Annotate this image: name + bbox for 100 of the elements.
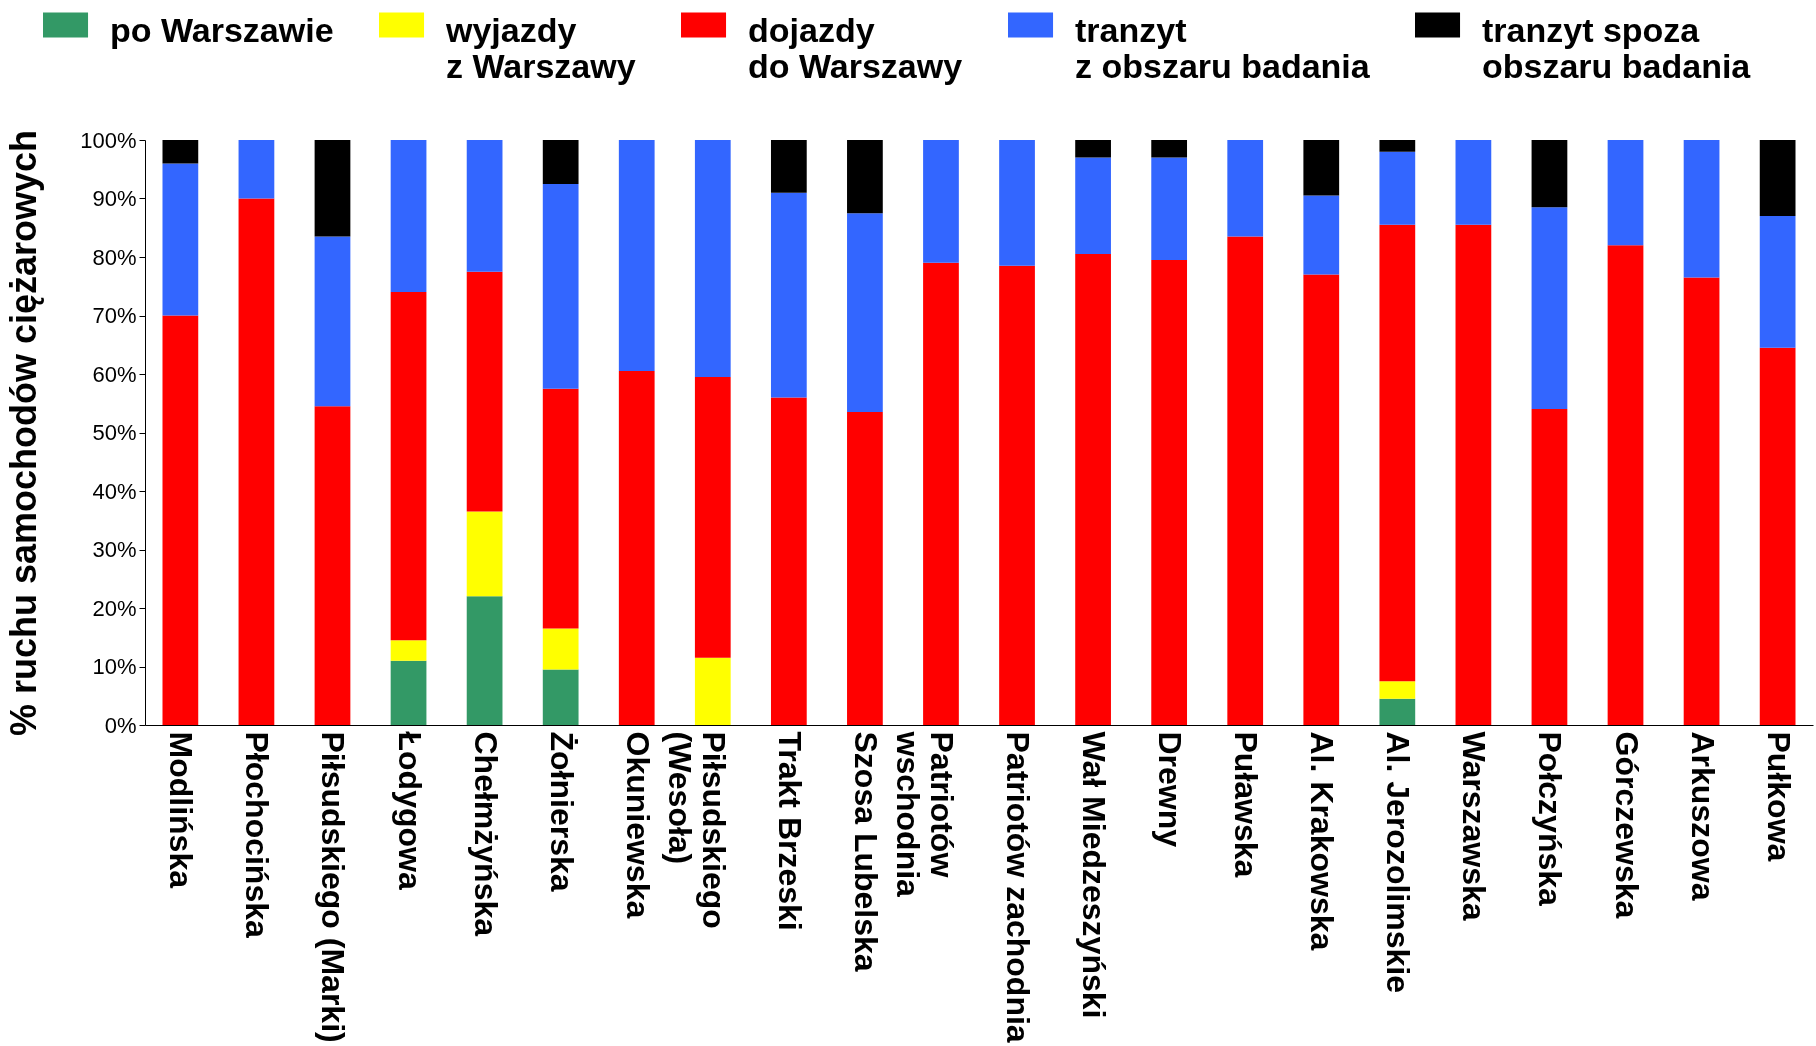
y-tick-label: 70% <box>92 303 137 328</box>
x-tick-label: Górczewska <box>1608 731 1645 919</box>
bar <box>1303 274 1340 725</box>
x-tick-label: Połczyńska <box>1532 731 1569 907</box>
bar <box>694 376 731 658</box>
x-tick-label: Piłsudskiego (Marki) <box>315 731 352 1043</box>
bar <box>770 192 807 398</box>
bar <box>162 140 199 164</box>
bar <box>390 660 427 725</box>
bar <box>542 669 579 725</box>
x-tick-label: Arkuszowa <box>1684 731 1721 901</box>
x-tick-label: Modlińska <box>163 731 200 889</box>
bar <box>542 628 579 670</box>
bar <box>1607 245 1644 725</box>
bar <box>238 198 275 725</box>
x-tick-label: Al. Jerozolimskie <box>1380 731 1417 993</box>
x-tick-label: Piłsudskiego (Wesoła) <box>661 731 732 929</box>
legend-label: tranzyt spoza obszaru badania <box>1482 11 1752 85</box>
x-tick-label: Trakt Brzeski <box>771 731 808 931</box>
bar <box>1151 140 1188 158</box>
bar <box>1379 151 1416 225</box>
bar <box>314 236 351 407</box>
bar <box>1075 157 1111 255</box>
y-tick-label: 40% <box>92 478 137 504</box>
bar <box>923 262 959 725</box>
bar <box>923 140 959 263</box>
bar <box>1683 140 1720 278</box>
legend-label: wyjazdy z Warszawy <box>445 11 636 85</box>
y-tick-label: 60% <box>92 361 137 387</box>
bar <box>466 596 503 725</box>
bar <box>1227 140 1264 237</box>
bar <box>162 163 199 316</box>
bar <box>1607 140 1644 246</box>
bar <box>1151 259 1188 725</box>
bar <box>1075 140 1111 158</box>
x-tick-label: Patriotów zachodnia <box>1000 731 1037 1043</box>
bar <box>999 265 1035 725</box>
bar <box>1531 207 1568 410</box>
y-tick-label: 30% <box>92 537 137 562</box>
bar <box>314 406 351 725</box>
bar <box>390 292 427 641</box>
bar <box>162 315 199 725</box>
bar <box>1075 254 1111 725</box>
y-axis-title: % ruchu samochodów ciężarowych <box>3 129 45 737</box>
x-tick-label: Chełmżyńska <box>467 731 504 937</box>
y-tick-label: 80% <box>92 244 137 270</box>
bar <box>1759 216 1796 348</box>
x-tick-label: Warszawska <box>1456 731 1493 921</box>
bar <box>694 657 731 725</box>
bar <box>770 140 807 193</box>
x-tick-label: Okuniewska <box>619 731 656 919</box>
y-tick-label: 90% <box>92 186 137 211</box>
y-tick-label: 20% <box>92 595 137 621</box>
bar <box>1379 681 1416 699</box>
bar <box>390 140 427 293</box>
bar <box>1683 277 1720 725</box>
legend-label: dojazdy do Warszawy <box>748 11 963 85</box>
x-tick-label: Płochocińska <box>239 731 276 938</box>
bar <box>694 140 731 377</box>
bar <box>390 640 427 661</box>
y-tick-label: 0% <box>104 712 137 738</box>
y-tick-label: 50% <box>92 420 137 445</box>
bar <box>1455 140 1492 225</box>
x-tick-label: Wał Miedzeszyński <box>1076 731 1113 1019</box>
y-tick-label: 10% <box>92 654 137 679</box>
bar <box>466 511 503 597</box>
bar <box>314 140 351 237</box>
x-tick-label: Pułkowa <box>1760 731 1797 862</box>
bar <box>238 140 275 199</box>
bar <box>1303 140 1340 196</box>
bar <box>1531 409 1568 725</box>
bar <box>618 140 655 372</box>
bar <box>1759 347 1796 725</box>
bar <box>847 412 883 725</box>
bar <box>847 213 883 413</box>
legend-label: tranzyt z obszaru badania <box>1075 11 1371 85</box>
y-tick-label: 100% <box>80 127 137 153</box>
x-tick-label: Al. Krakowska <box>1304 731 1341 951</box>
x-tick-label: Patriotów wschodnia <box>889 730 960 898</box>
bar <box>770 397 807 725</box>
bar <box>999 140 1035 266</box>
bar <box>1531 140 1568 208</box>
bar <box>1379 140 1416 152</box>
bar <box>542 388 579 629</box>
bar <box>1759 140 1796 217</box>
bar <box>1227 236 1264 725</box>
bar <box>618 371 655 725</box>
bar <box>1151 157 1188 260</box>
x-tick-label: Szosa Lubelska <box>847 731 884 972</box>
bar <box>542 183 579 389</box>
legend-label: po Warszawie <box>110 11 334 49</box>
x-tick-label: Puławska <box>1228 731 1265 878</box>
bar <box>466 140 503 272</box>
bar <box>1455 224 1492 725</box>
bar <box>542 140 579 184</box>
x-tick-label: Łodygowa <box>391 731 428 890</box>
bar <box>1379 698 1416 725</box>
bar <box>1379 224 1416 682</box>
x-tick-label: Drewny <box>1152 731 1189 848</box>
bar <box>847 140 883 214</box>
